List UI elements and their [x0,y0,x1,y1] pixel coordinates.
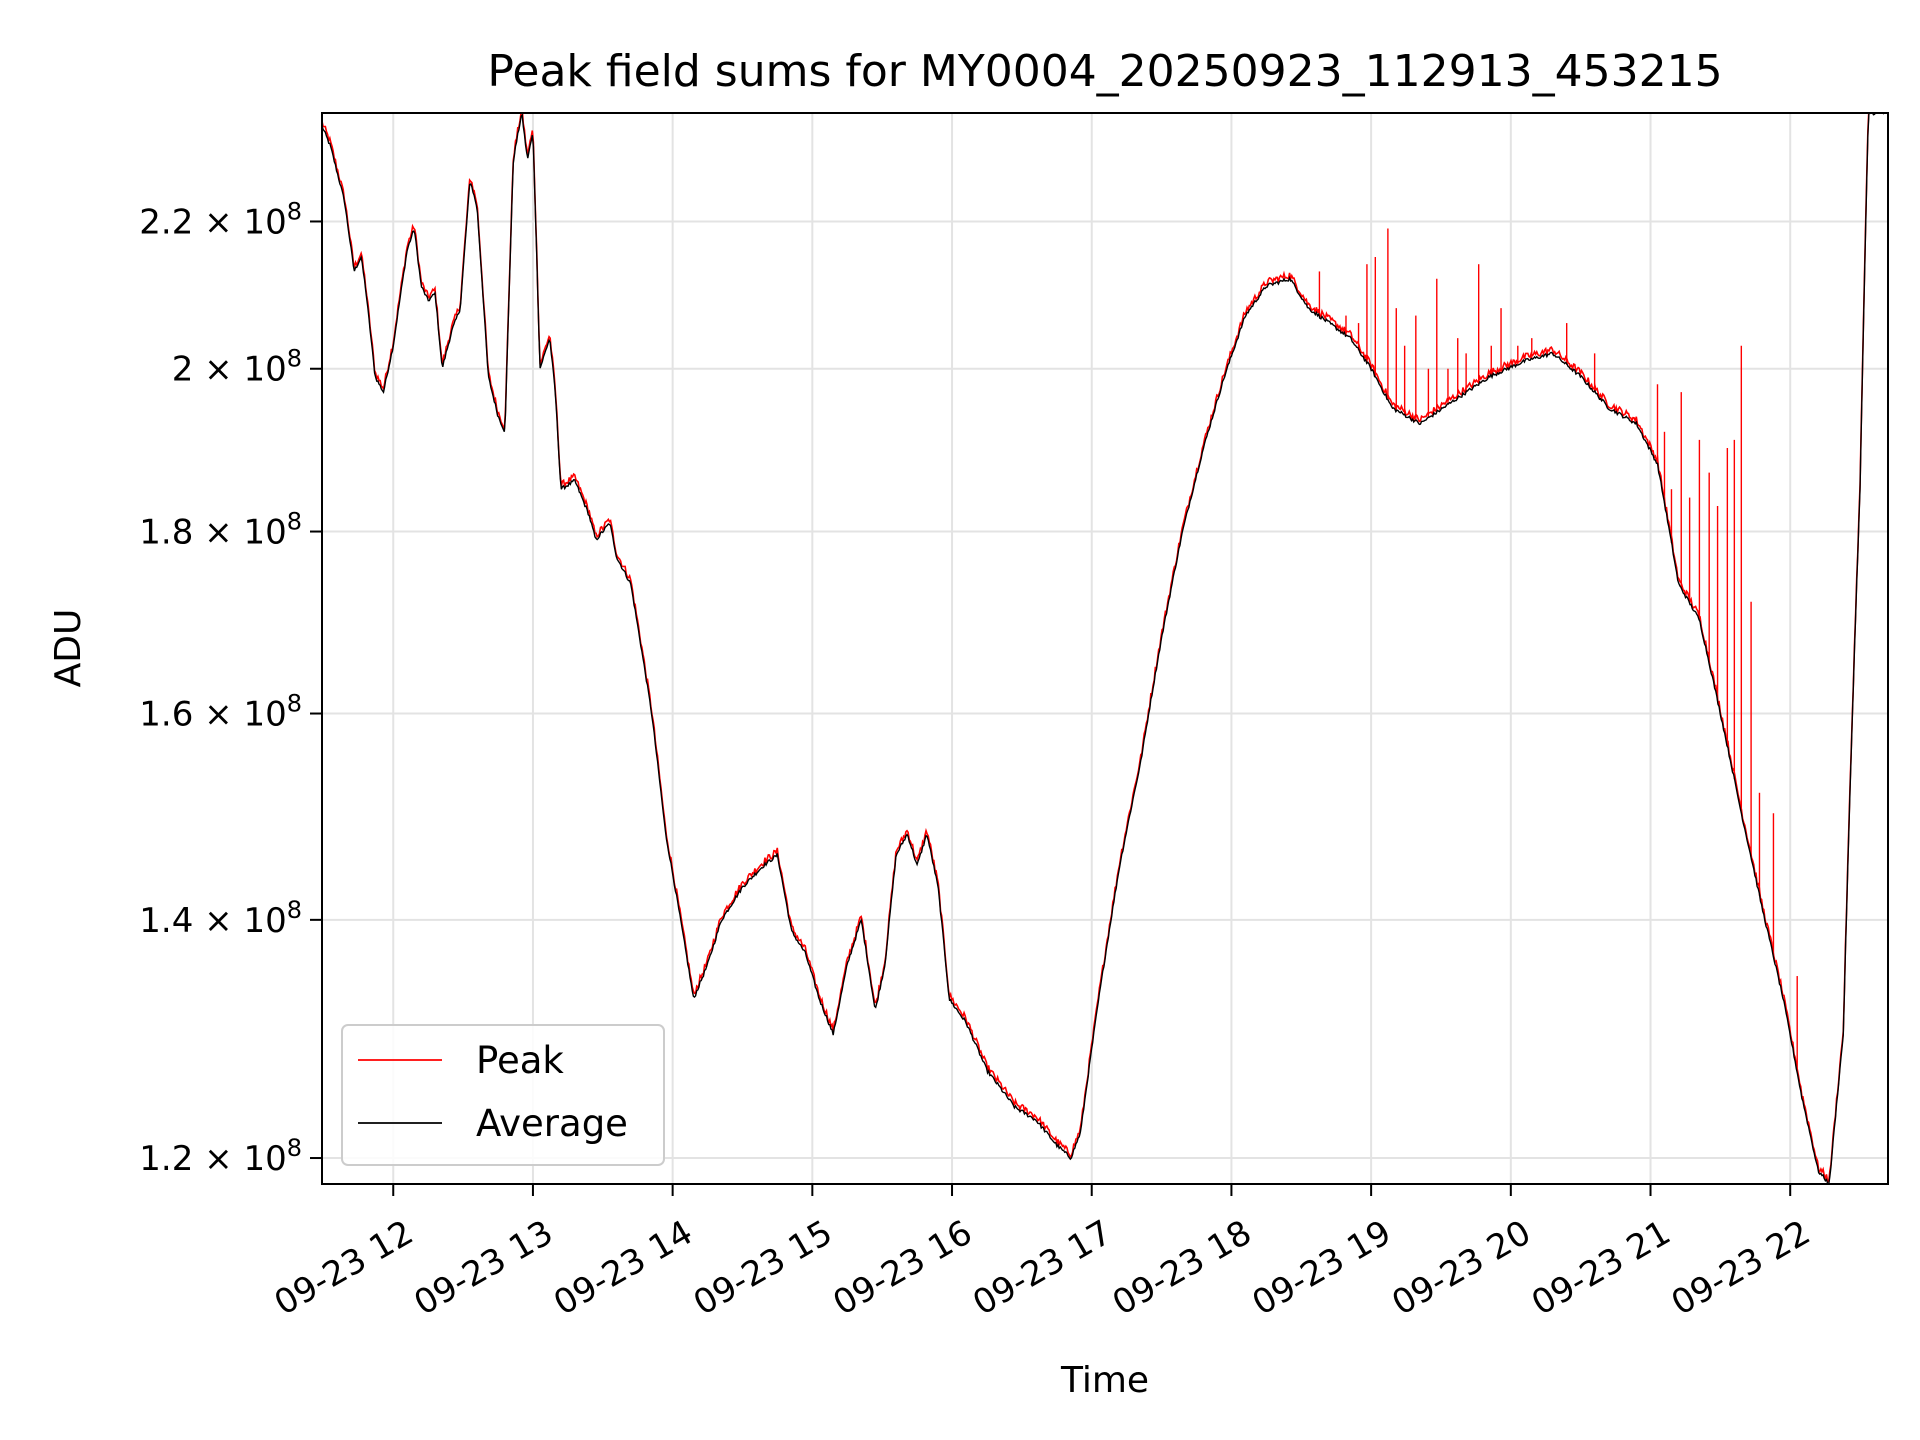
legend: Peak Average [341,1024,665,1166]
legend-average-label: Average [476,1102,628,1145]
chart-title: Peak field sums for MY0004_20250923_1129… [487,46,1722,97]
y-tick-label: 1.8 × 108 [139,508,302,553]
legend-peak-label: Peak [476,1039,564,1082]
y-tick-label: 1.6 × 108 [139,690,302,735]
y-tick-label: 1.4 × 108 [139,896,302,941]
plot-series [322,113,1885,1184]
y-tick-label: 2 × 108 [172,345,302,390]
x-axis-label: Time [1060,1360,1149,1401]
average-series-line [322,113,1885,1184]
plot-frame [321,112,1889,1185]
y-tick-label: 2.2 × 108 [139,197,302,242]
grid [322,113,1888,1184]
y-axis-label: ADU [48,609,89,688]
y-tick-label: 1.2 × 108 [139,1134,302,1179]
